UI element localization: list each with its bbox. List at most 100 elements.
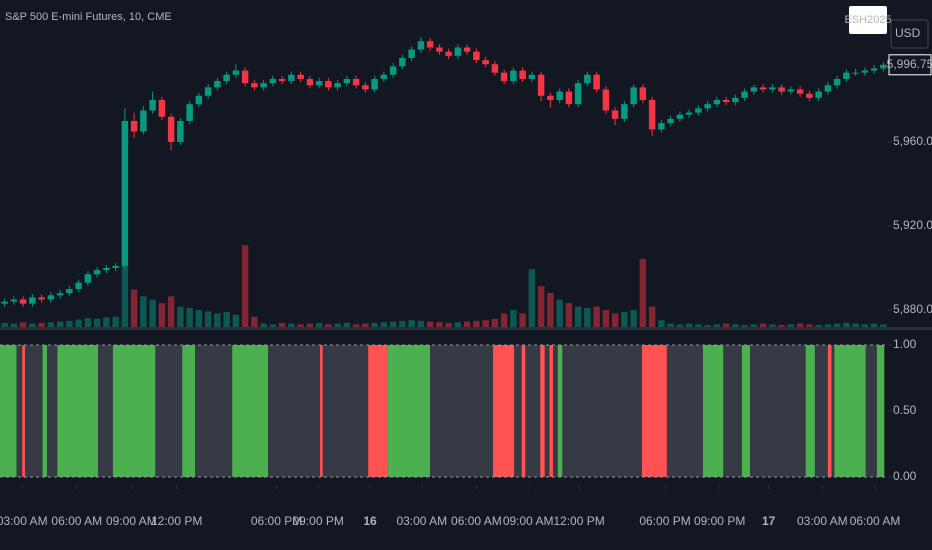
volume-bar (56, 321, 64, 327)
regime-bar (741, 345, 751, 477)
candle-body (93, 270, 101, 275)
volume-bar (214, 313, 221, 327)
volume-bar (473, 320, 480, 327)
last-price-label: 5,996.75 (887, 57, 932, 71)
volume-bar (880, 324, 887, 327)
volume-bar (778, 324, 785, 327)
regime-bar (22, 345, 25, 477)
volume-bar (149, 299, 156, 327)
regime-bar (805, 345, 815, 477)
regime-bar (544, 345, 550, 477)
candle-body (269, 78, 277, 84)
candle-body (56, 293, 64, 296)
candle-body (288, 74, 295, 82)
x-tick-label: 06:00 PM (251, 514, 302, 528)
candle-body (722, 99, 730, 103)
regime-bar (814, 345, 828, 477)
volume-bar (204, 311, 212, 327)
candle-body (445, 51, 452, 56)
volume-bar (769, 324, 776, 327)
volume-bar (658, 320, 665, 327)
symbol-box (849, 6, 887, 34)
regime-bar (553, 345, 558, 477)
volume-bar (491, 318, 499, 327)
currency-label: USD (895, 26, 921, 40)
candle-body (140, 110, 147, 132)
volume-bar (269, 324, 277, 327)
volume-bar (389, 321, 397, 327)
volume-bar (732, 324, 739, 327)
regime-bar (641, 345, 667, 477)
candle-body (177, 120, 184, 142)
candle-body (463, 47, 471, 52)
volume-bar (260, 323, 267, 327)
candle-body (630, 87, 637, 105)
volume-bar (288, 323, 295, 327)
regime-bar (57, 345, 99, 477)
volume-bar (806, 324, 813, 327)
candle-body (47, 295, 55, 300)
candle-body (352, 78, 360, 86)
regime-bar (42, 345, 48, 477)
candle-body (112, 265, 119, 268)
candle-body (556, 91, 563, 100)
candle-body (399, 57, 406, 67)
volume-bar (93, 318, 101, 327)
y-tick-label: 5,960.00 (893, 134, 932, 148)
candle-body (130, 120, 138, 132)
volume-bar (445, 322, 452, 327)
candle-body (667, 118, 674, 124)
candle-body (84, 274, 92, 283)
volume-bar (648, 306, 656, 327)
volume-bar (66, 320, 73, 327)
candle-body (417, 41, 425, 50)
regime-bar (320, 345, 323, 477)
regime-bar (514, 345, 522, 477)
volume-bar (704, 324, 711, 327)
volume-bar (722, 323, 730, 327)
volume-bar (408, 320, 415, 327)
volume-bar (334, 323, 341, 327)
volume-bar (852, 323, 859, 327)
candle-body (880, 64, 887, 69)
volume-bar (584, 307, 591, 327)
candle-body (732, 97, 739, 103)
regime-bar (430, 345, 494, 477)
regime-bar (876, 345, 885, 477)
candle-body (750, 87, 758, 92)
volume-bar (399, 320, 406, 327)
regime-bar (322, 345, 369, 477)
candle-body (704, 104, 711, 109)
x-tick-label: 06:00 AM (850, 514, 901, 528)
volume-bar (667, 323, 674, 327)
volume-bar (510, 309, 517, 327)
symbol-label: ESH2025 (844, 14, 891, 26)
volume-bar (223, 312, 230, 327)
candle-body (759, 87, 767, 90)
volume-bar (417, 320, 425, 327)
x-tick-label: 16 (363, 514, 377, 528)
candle-body (648, 99, 656, 130)
volume-bar (519, 313, 526, 327)
regime-bar (387, 345, 431, 477)
volume-bar (1, 322, 8, 327)
candle-body (214, 81, 221, 88)
regime-bar (493, 345, 515, 477)
volume-bar (695, 324, 702, 327)
candle-body (574, 83, 582, 105)
candle-body (297, 74, 304, 79)
candle-body (852, 72, 859, 74)
x-tick-label: 09:00 PM (293, 514, 344, 528)
candle-body (75, 282, 82, 289)
candle-body (343, 78, 351, 84)
candle-body (380, 74, 388, 79)
candle-body (371, 78, 378, 90)
candle-body (186, 104, 193, 121)
candle-body (241, 70, 249, 84)
volume-bar (537, 286, 545, 327)
candle-body (528, 74, 536, 79)
x-tick-label: 06:00 AM (451, 514, 502, 528)
candle-body (510, 70, 517, 82)
candle-body (843, 72, 850, 79)
